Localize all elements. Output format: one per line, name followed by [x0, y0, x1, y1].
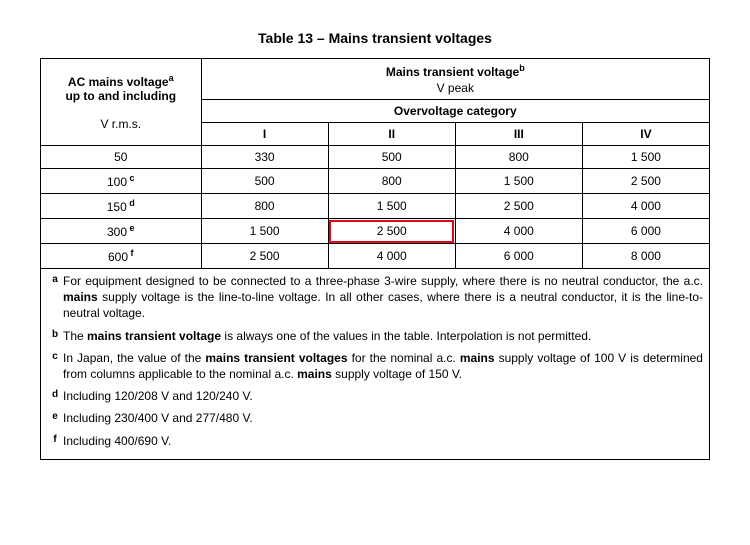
note-key: a [47, 273, 63, 322]
col-header-transient: Mains transient voltageb V peak [201, 59, 709, 100]
note: eIncluding 230/400 V and 277/480 V. [47, 410, 703, 426]
row-sup: d [127, 198, 135, 208]
note-text: The mains transient voltage is always on… [63, 328, 703, 344]
cell: 2 500 [328, 219, 455, 244]
row-label: 300 e [41, 219, 202, 244]
cell: 2 500 [582, 169, 709, 194]
col1-line1: AC mains voltage [68, 75, 169, 89]
cell: 8 000 [582, 244, 709, 269]
note: bThe mains transient voltage is always o… [47, 328, 703, 344]
row-label: 50 [41, 146, 202, 169]
table-body: 503305008001 500100 c5008001 5002 500150… [41, 146, 710, 269]
col1-line2: up to and including [65, 89, 176, 103]
table-caption: Table 13 – Mains transient voltages [40, 30, 710, 46]
table-notes: aFor equipment designed to be connected … [41, 269, 710, 460]
note-text: Including 120/208 V and 120/240 V. [63, 388, 703, 404]
mains-transient-table: AC mains voltagea up to and including V … [40, 58, 710, 460]
table-row: 503305008001 500 [41, 146, 710, 169]
table-row: 150 d8001 5002 5004 000 [41, 194, 710, 219]
note-key: d [47, 388, 63, 404]
note-text: Including 400/690 V. [63, 433, 703, 449]
cell: 4 000 [582, 194, 709, 219]
note: aFor equipment designed to be connected … [47, 273, 703, 322]
note-text: For equipment designed to be connected t… [63, 273, 703, 322]
cell: 330 [201, 146, 328, 169]
col1-unit: V r.m.s. [47, 117, 195, 131]
right-line2: V peak [208, 81, 703, 95]
cell: 6 000 [455, 244, 582, 269]
cell: 1 500 [455, 169, 582, 194]
col1-sup: a [169, 73, 174, 83]
cell: 1 500 [328, 194, 455, 219]
cell: 500 [201, 169, 328, 194]
cell: 800 [455, 146, 582, 169]
cell: 6 000 [582, 219, 709, 244]
row-label: 100 c [41, 169, 202, 194]
cell: 2 500 [455, 194, 582, 219]
note-text: In Japan, the value of the mains transie… [63, 350, 703, 382]
cell: 800 [201, 194, 328, 219]
note-key: f [47, 433, 63, 449]
right-line1: Mains transient voltage [386, 65, 519, 79]
table-row: 100 c5008001 5002 500 [41, 169, 710, 194]
cat-4: IV [582, 123, 709, 146]
note: cIn Japan, the value of the mains transi… [47, 350, 703, 382]
cat-1: I [201, 123, 328, 146]
note-key: c [47, 350, 63, 382]
table-row: 300 e1 5002 5004 0006 000 [41, 219, 710, 244]
row-label: 600 f [41, 244, 202, 269]
cell: 500 [328, 146, 455, 169]
row-sup: f [128, 248, 134, 258]
note-text: Including 230/400 V and 277/480 V. [63, 410, 703, 426]
table-header: AC mains voltagea up to and including V … [41, 59, 710, 146]
cell: 800 [328, 169, 455, 194]
cell: 4 000 [328, 244, 455, 269]
subhead-overvoltage: Overvoltage category [201, 100, 709, 123]
note: fIncluding 400/690 V. [47, 433, 703, 449]
row-sup: e [127, 223, 135, 233]
cat-3: III [455, 123, 582, 146]
cell: 2 500 [201, 244, 328, 269]
row-label: 150 d [41, 194, 202, 219]
note-key: b [47, 328, 63, 344]
note: dIncluding 120/208 V and 120/240 V. [47, 388, 703, 404]
cell: 4 000 [455, 219, 582, 244]
right-sup: b [519, 63, 525, 73]
table-row: 600 f2 5004 0006 0008 000 [41, 244, 710, 269]
cell: 1 500 [201, 219, 328, 244]
note-key: e [47, 410, 63, 426]
cat-2: II [328, 123, 455, 146]
row-sup: c [127, 173, 135, 183]
cell: 1 500 [582, 146, 709, 169]
col-header-ac-mains: AC mains voltagea up to and including V … [41, 59, 202, 146]
